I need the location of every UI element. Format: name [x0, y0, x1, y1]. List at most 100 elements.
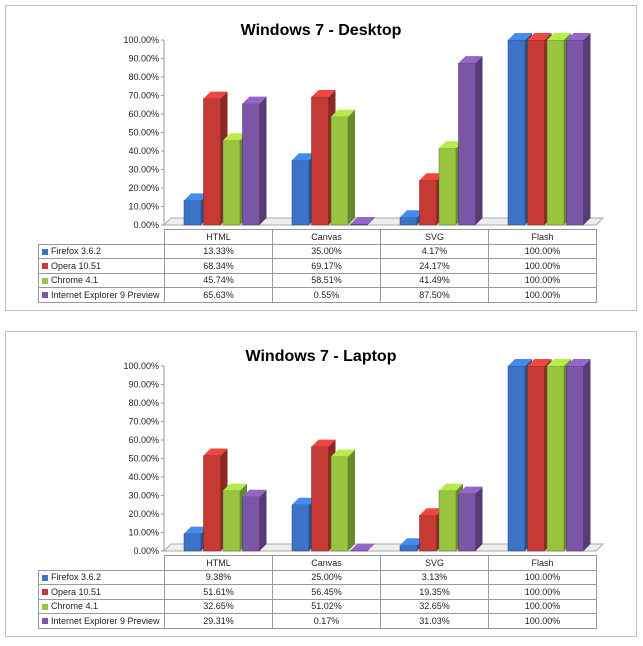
y-tick-label: 10.00% — [128, 528, 159, 538]
table-corner — [39, 230, 165, 245]
data-label: 51.61% — [164, 584, 273, 600]
data-label: 4.17% — [380, 243, 489, 259]
table-row: Opera 10.51 51.61% 56.45% 19.35% 100.00% — [38, 584, 597, 600]
series-name: Opera 10.51 — [51, 260, 102, 271]
data-label: 65.63% — [164, 287, 273, 303]
category-label: Canvas — [272, 229, 381, 245]
legend-swatch-icon — [42, 618, 48, 625]
y-tick-label: 90.00% — [128, 54, 159, 64]
series-name: Internet Explorer 9 Preview — [51, 289, 160, 300]
series-name: Chrome 4.1 — [51, 601, 99, 612]
data-label: 3.13% — [380, 569, 489, 585]
y-tick-label: 80.00% — [128, 398, 159, 408]
bar — [242, 489, 267, 552]
series-name: Chrome 4.1 — [51, 275, 99, 286]
table-row: Internet Explorer 9 Preview 29.31% 0.17% 31… — [38, 613, 597, 629]
legend-entry: Firefox 3.6.2 — [38, 243, 165, 259]
data-label: 35.00% — [272, 243, 381, 259]
legend-entry: Internet Explorer 9 Preview — [38, 613, 165, 629]
legend-swatch-icon — [42, 574, 48, 581]
y-tick-label: 10.00% — [128, 202, 159, 212]
data-label: 32.65% — [164, 598, 273, 614]
category-label: HTML — [164, 555, 273, 571]
bar — [330, 449, 355, 552]
y-tick-label: 70.00% — [128, 417, 159, 427]
y-tick-label: 50.00% — [128, 128, 159, 138]
data-label: 0.55% — [272, 287, 381, 303]
data-label: 100.00% — [488, 287, 597, 303]
y-tick-label: 0.00% — [133, 220, 159, 230]
legend-entry: Chrome 4.1 — [38, 598, 165, 614]
data-label: 100.00% — [488, 272, 597, 288]
legend-swatch-icon — [42, 603, 48, 610]
y-tick-label: 70.00% — [128, 91, 159, 101]
legend-entry: Chrome 4.1 — [38, 272, 165, 288]
category-label: SVG — [380, 229, 489, 245]
y-tick-label: 0.00% — [133, 546, 159, 556]
y-tick-label: 80.00% — [128, 72, 159, 82]
data-label: 24.17% — [380, 258, 489, 274]
bar — [458, 56, 483, 226]
table-row: Internet Explorer 9 Preview 65.63% 0.55% 87… — [38, 287, 597, 303]
chart-svg: 0.00% 10.00% 20.00% 30.00% 40.00% 50.00% 60.00… — [123, 359, 605, 556]
data-label: 56.45% — [272, 584, 381, 600]
data-label: 13.33% — [164, 243, 273, 259]
table-row: Firefox 3.6.2 13.33% 35.00% 4.17% 100.00% — [38, 243, 597, 259]
chart-svg: 0.00% 10.00% 20.00% 30.00% 40.00% 50.00% 60.00… — [123, 33, 605, 230]
y-tick-label: 30.00% — [128, 491, 159, 501]
bar — [242, 96, 267, 226]
chart-panel-laptop: 0.00% 10.00% 20.00% 30.00% 40.00% 50.00% 60.00… — [5, 331, 637, 637]
y-tick-label: 40.00% — [128, 146, 159, 156]
data-label: 0.17% — [272, 613, 381, 629]
category-label: SVG — [380, 555, 489, 571]
table-row: Chrome 4.1 45.74% 58.51% 41.49% 100.00% — [38, 272, 597, 288]
y-tick-label: 30.00% — [128, 165, 159, 175]
data-label: 100.00% — [488, 613, 597, 629]
chart-title: Windows 7 - Desktop — [240, 22, 402, 39]
legend-swatch-icon — [42, 589, 48, 596]
table-row: Chrome 4.1 32.65% 51.02% 32.65% 100.00% — [38, 598, 597, 614]
data-label: 100.00% — [488, 584, 597, 600]
bar — [566, 359, 591, 552]
data-label: 29.31% — [164, 613, 273, 629]
y-tick-label: 50.00% — [128, 454, 159, 464]
bar — [458, 486, 483, 552]
y-tick-label: 100.00% — [123, 35, 159, 45]
category-label: Flash — [488, 555, 597, 571]
data-label: 31.03% — [380, 613, 489, 629]
chart-title: Windows 7 - Laptop — [245, 348, 397, 365]
legend-entry: Opera 10.51 — [38, 258, 165, 274]
data-label: 19.35% — [380, 584, 489, 600]
series-name: Internet Explorer 9 Preview — [51, 615, 160, 626]
data-label: 100.00% — [488, 569, 597, 585]
y-tick-label: 60.00% — [128, 109, 159, 119]
data-label: 100.00% — [488, 243, 597, 259]
y-tick-label: 100.00% — [123, 361, 159, 371]
series-name: Firefox 3.6.2 — [51, 572, 102, 583]
data-label: 41.49% — [380, 272, 489, 288]
category-label: Canvas — [272, 555, 381, 571]
legend-swatch-icon — [42, 248, 48, 255]
y-tick-label: 20.00% — [128, 509, 159, 519]
data-label: 68.34% — [164, 258, 273, 274]
data-table: HTML Canvas SVG Flash Firefox 3.6.2 13.33% 35.… — [38, 229, 597, 303]
data-label: 100.00% — [488, 258, 597, 274]
legend-swatch-icon — [42, 263, 48, 270]
bar — [350, 216, 375, 226]
chart-panel-desktop: 0.00% 10.00% 20.00% 30.00% 40.00% 50.00% 60.00… — [5, 5, 637, 311]
bar — [566, 33, 591, 226]
table-corner — [39, 556, 165, 571]
bar — [350, 543, 375, 552]
category-label: Flash — [488, 229, 597, 245]
legend-swatch-icon — [42, 277, 48, 284]
series-name: Firefox 3.6.2 — [51, 246, 102, 257]
data-label: 58.51% — [272, 272, 381, 288]
table-row: Opera 10.51 68.34% 69.17% 24.17% 100.00% — [38, 258, 597, 274]
legend-entry: Opera 10.51 — [38, 584, 165, 600]
y-tick-label: 90.00% — [128, 380, 159, 390]
bar — [330, 109, 355, 226]
data-table: HTML Canvas SVG Flash Firefox 3.6.2 9.38% 25.0… — [38, 555, 597, 629]
data-label: 51.02% — [272, 598, 381, 614]
series-name: Opera 10.51 — [51, 586, 102, 597]
data-label: 87.50% — [380, 287, 489, 303]
